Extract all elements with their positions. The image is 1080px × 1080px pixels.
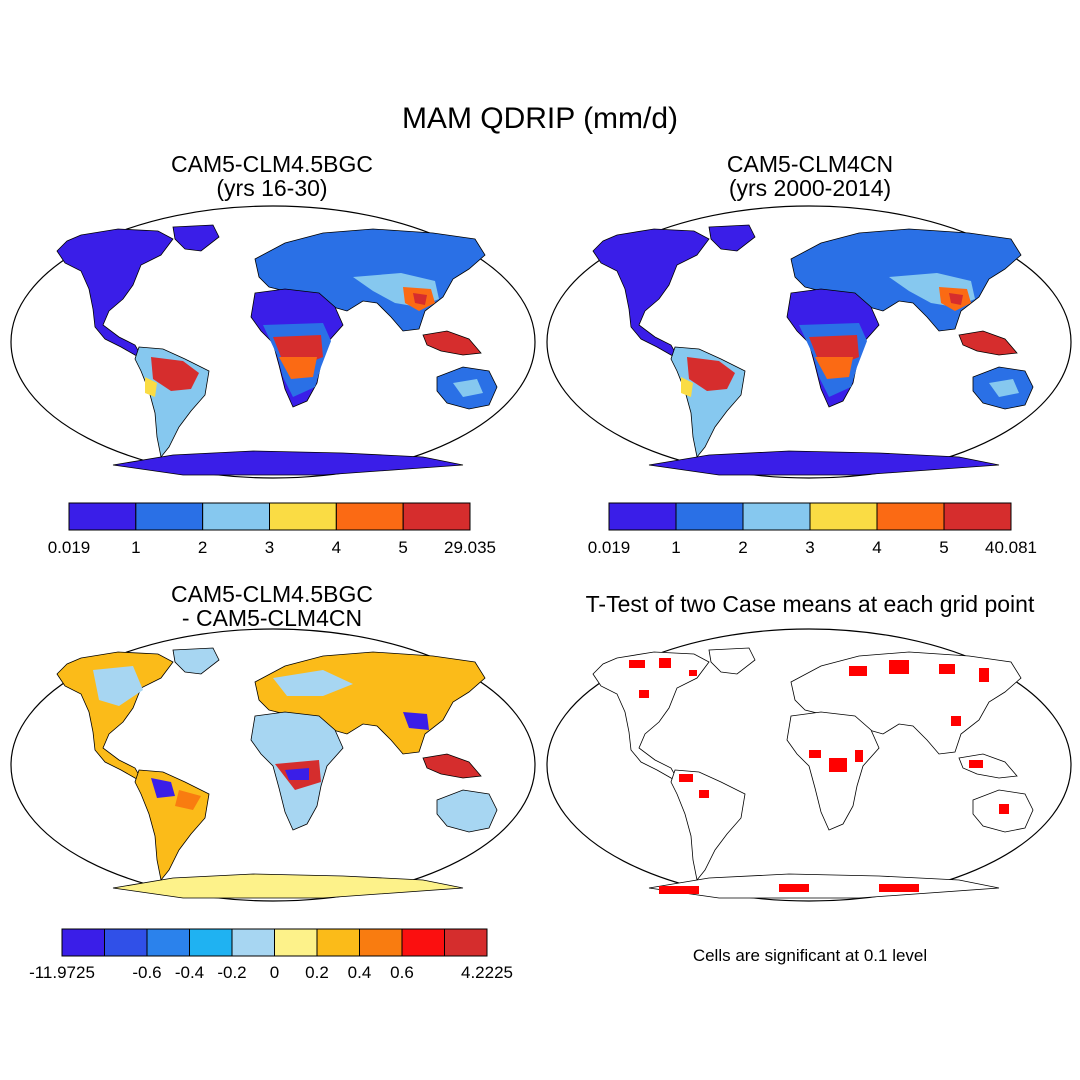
colorbar-3-label: -0.2 xyxy=(217,963,246,982)
colorbar-1-cell xyxy=(269,502,337,531)
colorbar-2-cell xyxy=(675,502,744,531)
main-title: MAM QDRIP (mm/d) xyxy=(401,102,679,135)
colorbar-3-label: 0.2 xyxy=(305,963,329,982)
colorbar-1-cell xyxy=(402,502,471,531)
colorbar-3-cell xyxy=(316,928,360,957)
colorbar-2-label: 3 xyxy=(805,538,814,557)
colorbar-1-label: 0.019 xyxy=(48,538,91,557)
colorbar-3-cell xyxy=(401,928,445,957)
panel-1-title-line1: CAM5-CLM4.5BGC xyxy=(171,151,373,177)
colorbar-3-label: -0.4 xyxy=(175,963,204,982)
colorbar-3-label: 0 xyxy=(270,963,279,982)
panel-3-title-line2: - CAM5-CLM4CN xyxy=(181,605,363,631)
panel-4-title: T-Test of two Case means at each grid po… xyxy=(550,592,1070,616)
colorbar-3-cell xyxy=(61,928,105,957)
panel-3-title: CAM5-CLM4.5BGC - CAM5-CLM4CN xyxy=(112,582,432,630)
colorbar-2-cell xyxy=(943,502,1012,531)
colorbar-2-label: 40.081 xyxy=(985,538,1037,557)
colorbar-3-cell xyxy=(274,928,318,957)
map-panel-1 xyxy=(10,205,536,479)
colorbar-1-label: 4 xyxy=(332,538,341,557)
colorbar-1-label: 3 xyxy=(265,538,274,557)
colorbar-3-cell xyxy=(231,928,275,957)
panel-2-title-line2: (yrs 2000-2014) xyxy=(728,175,892,201)
colorbar-1-cell xyxy=(68,502,137,531)
colorbar-3-cell xyxy=(104,928,148,957)
colorbar-3-cell xyxy=(146,928,190,957)
colorbar-3-cell xyxy=(189,928,233,957)
colorbar-1-label: 1 xyxy=(131,538,140,557)
panel-1-title-line2: (yrs 16-30) xyxy=(216,175,328,201)
colorbar-2-cell xyxy=(742,502,811,531)
colorbar-3-label: 4.2225 xyxy=(461,963,513,982)
map-panel-2 xyxy=(546,205,1072,479)
colorbar-3-cell xyxy=(359,928,403,957)
colorbar-3: -11.9725 -0.6 -0.4 -0.2 0 0.2 0.4 0.6 4.2225 xyxy=(29,928,513,982)
colorbar-1-label: 5 xyxy=(398,538,407,557)
colorbar-3-label: 0.4 xyxy=(348,963,372,982)
panel-1-title: CAM5-CLM4.5BGC (yrs 16-30) xyxy=(112,152,432,200)
colorbar-2-label: 0.019 xyxy=(588,538,631,557)
map-panel-4 xyxy=(546,628,1072,902)
colorbar-2-cell xyxy=(608,502,677,531)
map-panel-3 xyxy=(10,628,536,902)
colorbar-2-label: 2 xyxy=(738,538,747,557)
colorbar-3-cell xyxy=(444,928,488,957)
colorbar-2: 0.019 1 2 3 4 5 40.081 xyxy=(588,502,1037,557)
colorbar-3-label: -11.9725 xyxy=(29,963,95,982)
panel-4-title-line1: T-Test of two Case means at each grid po… xyxy=(585,591,1035,617)
colorbar-1-label: 2 xyxy=(198,538,207,557)
colorbar-2-label: 5 xyxy=(939,538,948,557)
colorbar-2-cell xyxy=(809,502,878,531)
colorbar-3-label: 0.6 xyxy=(390,963,414,982)
panel-2-title-line1: CAM5-CLM4CN xyxy=(726,151,894,177)
significance-note: Cells are significant at 0.1 level xyxy=(692,946,928,965)
colorbar-2-label: 4 xyxy=(872,538,881,557)
colorbar-1-cell xyxy=(335,502,404,531)
panel-2-title: CAM5-CLM4CN (yrs 2000-2014) xyxy=(650,152,970,200)
colorbar-2-label: 1 xyxy=(671,538,680,557)
colorbar-2-cell xyxy=(876,502,945,531)
colorbar-1-cell xyxy=(202,502,271,531)
panel-3-title-line1: CAM5-CLM4.5BGC xyxy=(171,581,373,607)
colorbar-1-label: 29.035 xyxy=(444,538,496,557)
colorbar-1-cell xyxy=(135,502,204,531)
colorbar-1: 0.019 1 2 3 4 5 29.035 xyxy=(48,502,496,557)
colorbar-3-label: -0.6 xyxy=(132,963,161,982)
